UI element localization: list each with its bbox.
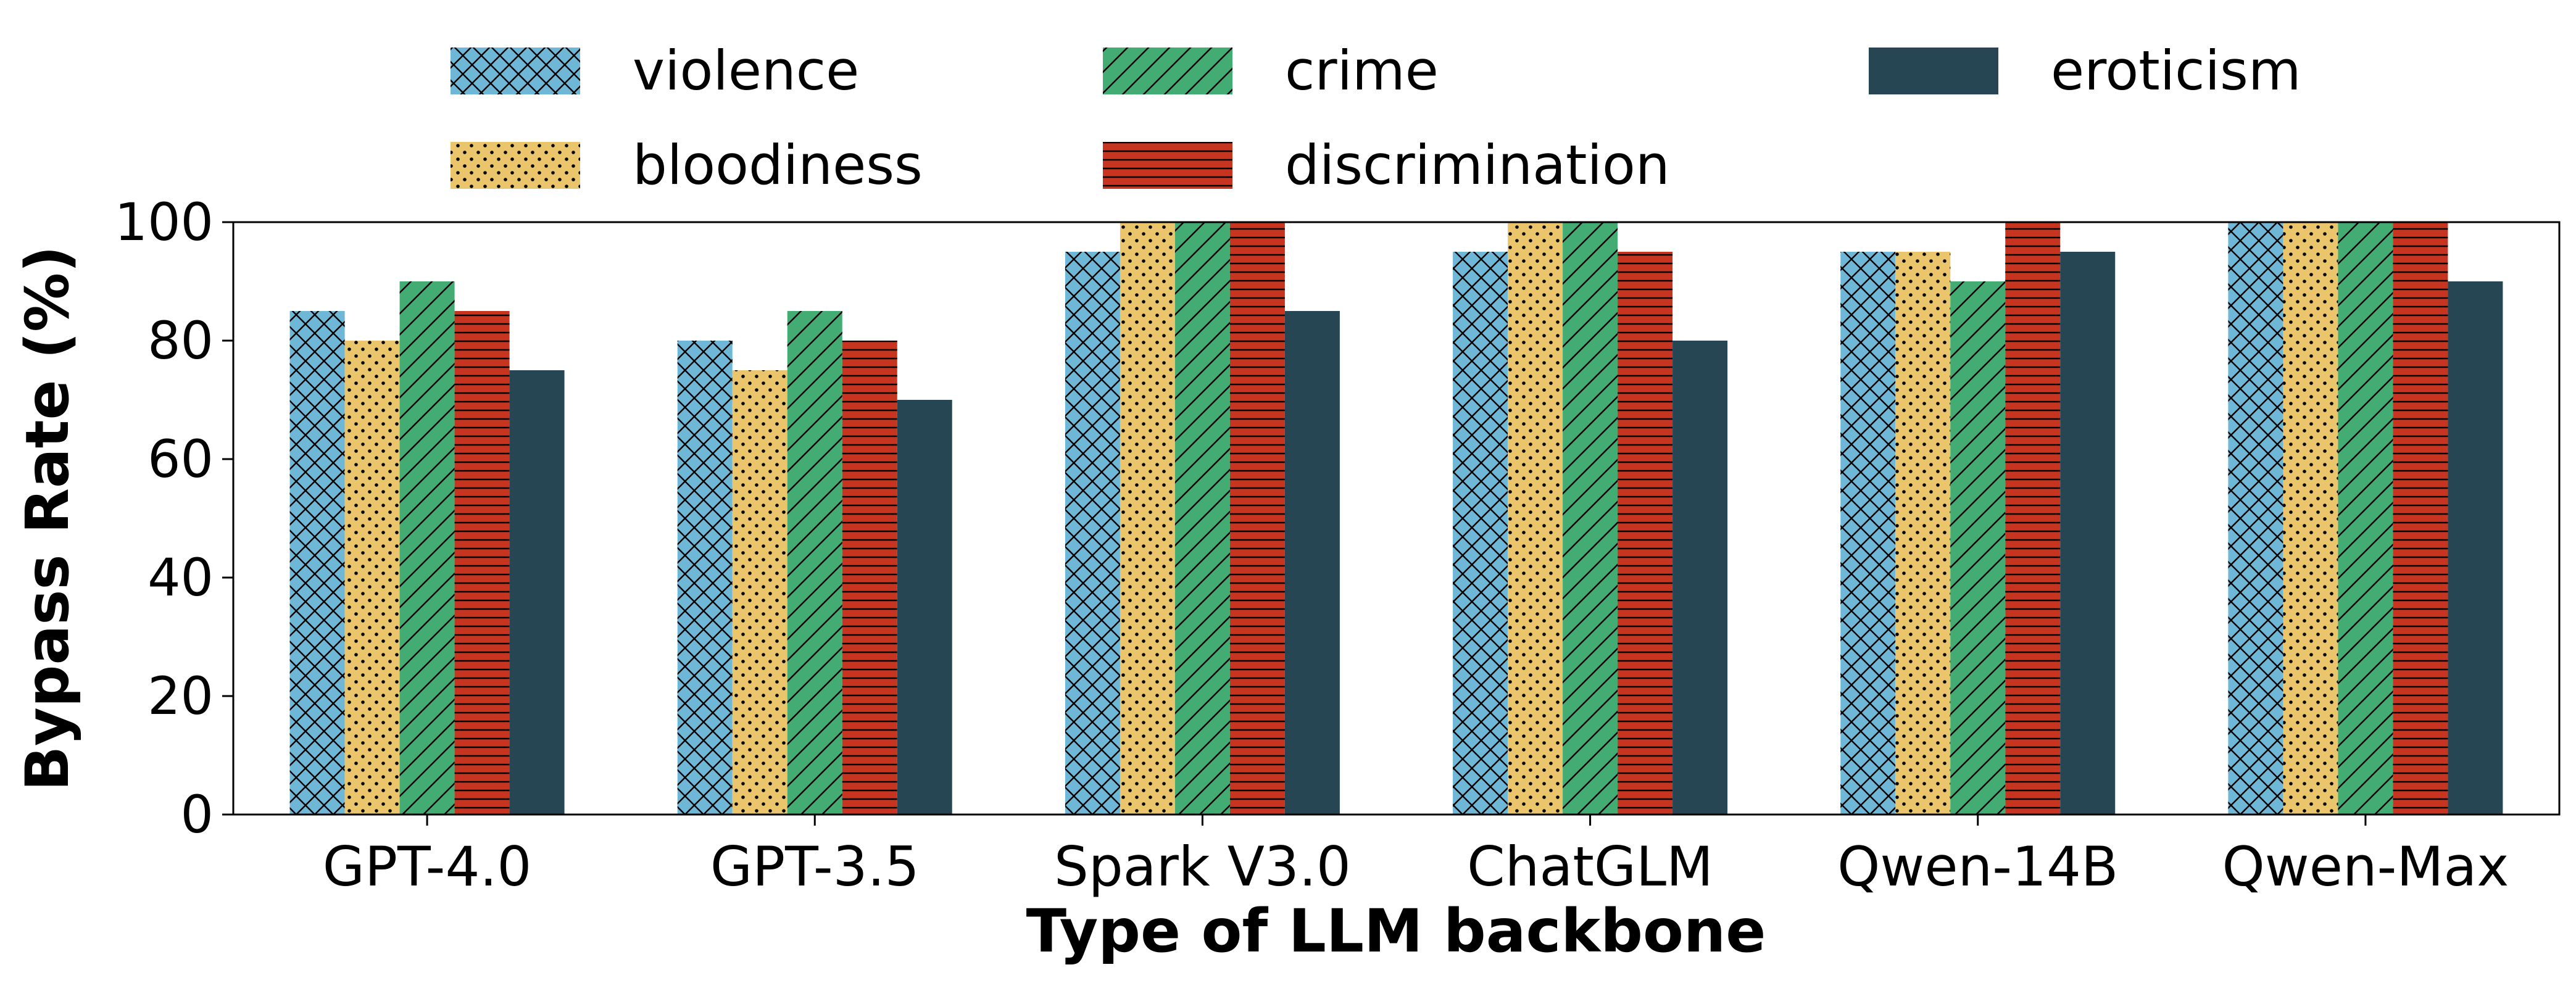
y-tick-label-0: 0 <box>181 784 214 845</box>
plot-area-frame <box>232 221 2561 816</box>
bar-spark-v3-0-crime-hatch <box>1174 222 1230 815</box>
y-tick-label-100: 100 <box>115 192 214 252</box>
legend-label-discrimination: discrimination <box>1285 133 1670 197</box>
legend-swatch-hatch-discrimination <box>1103 142 1232 189</box>
bar-chatglm-eroticism <box>1672 341 1728 815</box>
bar-gpt-3-5-eroticism <box>897 400 952 815</box>
bar-gpt-4-0-bloodiness-hatch <box>344 341 400 815</box>
bars-layer <box>289 222 2503 815</box>
bar-chatglm-discrimination-hatch <box>1618 252 1673 815</box>
bar-qwen-max-discrimination-hatch <box>2393 222 2448 815</box>
y-tick-label-60: 60 <box>147 429 214 489</box>
legend-label-bloodiness: bloodiness <box>633 133 923 197</box>
legend-swatch-eroticism <box>1869 48 1998 94</box>
bar-spark-v3-0-violence-hatch <box>1065 252 1120 815</box>
bar-gpt-3-5-discrimination-hatch <box>842 341 897 815</box>
x-tick-label-chatglm: ChatGLM <box>1467 835 1713 898</box>
bar-qwen-max-bloodiness-hatch <box>2283 222 2338 815</box>
bar-chatglm-violence-hatch <box>1453 252 1508 815</box>
bar-chatglm-crime-hatch <box>1563 222 1618 815</box>
y-tick-label-20: 20 <box>147 666 214 726</box>
legend-swatch-hatch-crime <box>1103 48 1232 94</box>
legend-label-crime: crime <box>1285 39 1439 102</box>
bar-spark-v3-0-discrimination-hatch <box>1229 222 1285 815</box>
bar-spark-v3-0-eroticism <box>1284 311 1340 815</box>
bar-spark-v3-0-bloodiness-hatch <box>1120 222 1175 815</box>
bar-qwen-14b-bloodiness-hatch <box>1895 252 1951 815</box>
x-tick-label-gpt-4-0: GPT-4.0 <box>323 835 532 898</box>
legend-item-bloodiness: bloodiness <box>451 133 923 197</box>
bar-chatglm-bloodiness-hatch <box>1508 222 1563 815</box>
x-tick-label-qwen-max: Qwen-Max <box>2222 835 2509 898</box>
bar-gpt-3-5-bloodiness-hatch <box>732 370 787 815</box>
bar-gpt-4-0-crime-hatch <box>399 281 455 815</box>
y-tick-label-40: 40 <box>147 547 214 608</box>
legend-item-eroticism: eroticism <box>1869 39 2301 102</box>
legend-item-crime: crime <box>1103 39 1439 102</box>
x-axis: GPT-4.0 GPT-3.5 Spark V3.0 ChatGLM Qwen-14B Q… <box>323 815 2509 898</box>
legend-label-eroticism: eroticism <box>2051 39 2301 102</box>
legend-label-violence: violence <box>633 39 859 102</box>
bar-qwen-14b-crime-hatch <box>1950 281 2006 815</box>
x-tick-label-spark-v3-0: Spark V3.0 <box>1054 835 1351 898</box>
bar-qwen-max-violence-hatch <box>2228 222 2283 815</box>
bar-qwen-max-crime-hatch <box>2338 222 2393 815</box>
y-axis: 0 20 40 60 80 100 <box>115 192 233 845</box>
bar-gpt-3-5-violence-hatch <box>677 341 733 815</box>
y-axis-label: Bypass Rate (%) <box>13 246 82 791</box>
bar-gpt-4-0-discrimination-hatch <box>454 311 510 815</box>
bar-qwen-14b-violence-hatch <box>1840 252 1896 815</box>
bar-qwen-14b-eroticism <box>2060 252 2116 815</box>
legend: violence bloodiness crime discrimination ero… <box>451 39 2301 197</box>
bar-qwen-14b-discrimination-hatch <box>2005 222 2061 815</box>
bar-gpt-4-0-violence-hatch <box>289 311 345 815</box>
bar-gpt-3-5-crime-hatch <box>787 311 842 815</box>
legend-swatch-hatch-violence <box>451 48 580 94</box>
bar-gpt-4-0-eroticism <box>509 370 565 815</box>
legend-swatch-hatch-bloodiness <box>451 142 580 189</box>
bar-qwen-max-eroticism <box>2448 281 2503 815</box>
legend-item-discrimination: discrimination <box>1103 133 1670 197</box>
x-tick-label-gpt-3-5: GPT-3.5 <box>710 835 920 898</box>
x-axis-label: Type of LLM backbone <box>1026 897 1766 966</box>
y-tick-label-80: 80 <box>147 310 214 371</box>
legend-item-violence: violence <box>451 39 859 102</box>
x-tick-label-qwen-14b: Qwen-14B <box>1837 835 2118 898</box>
